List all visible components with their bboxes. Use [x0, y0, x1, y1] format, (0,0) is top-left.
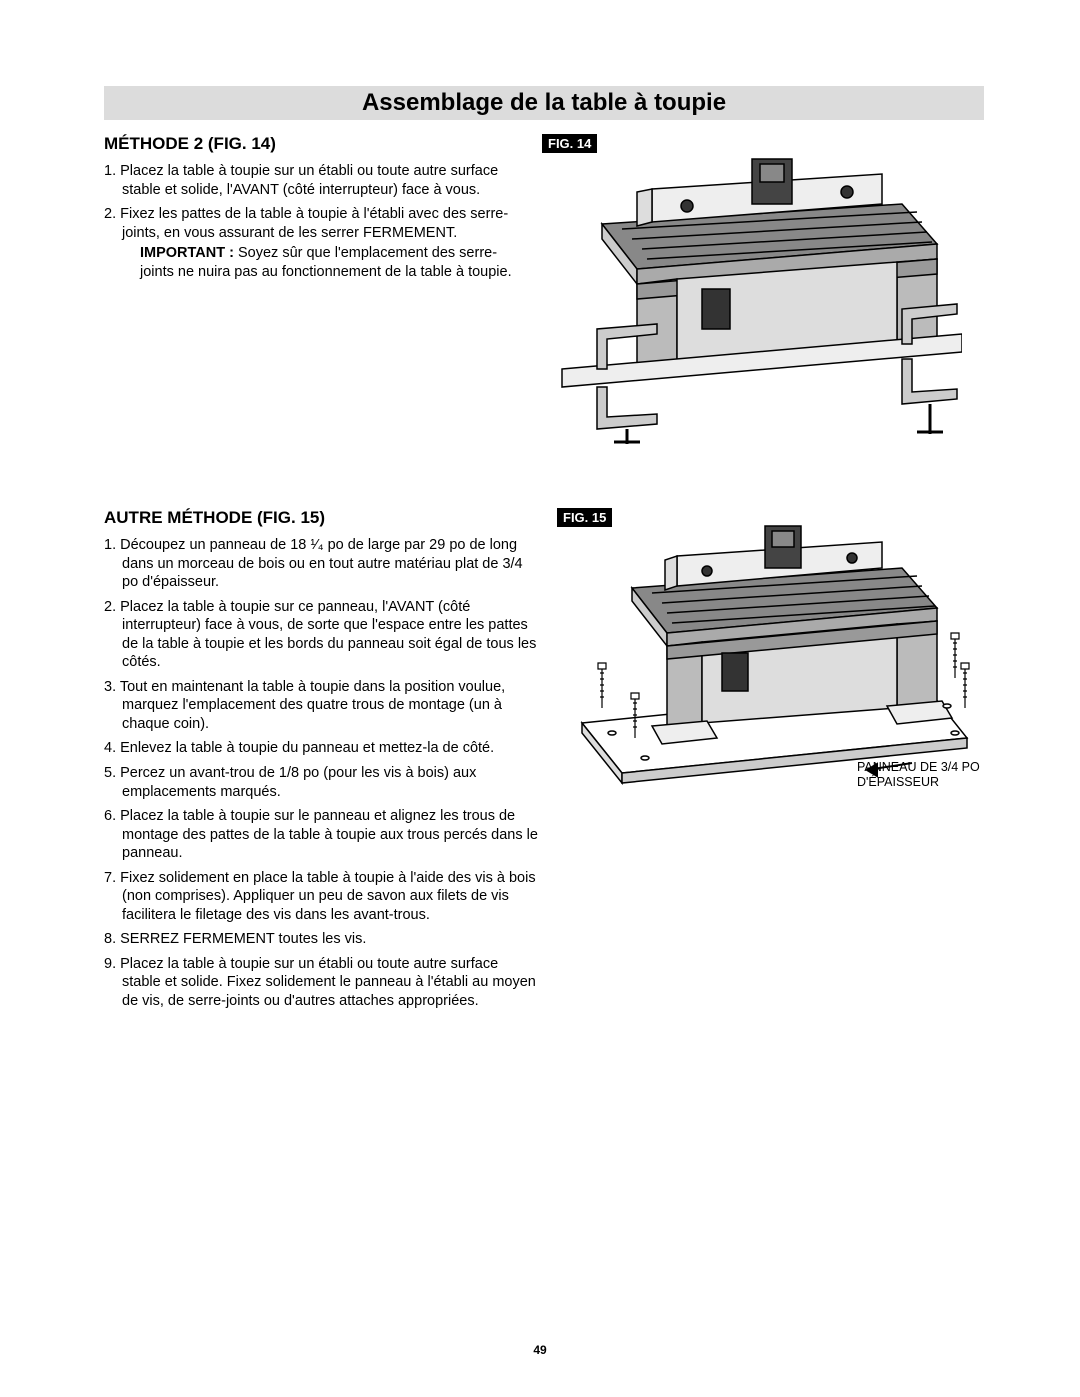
page-title: Assemblage de la table à toupie [362, 89, 726, 117]
manual-page: Assemblage de la table à toupie MÉTHODE … [0, 0, 1080, 1397]
section-1-steps: 1. Placez la table à toupie sur un établ… [104, 162, 524, 281]
page-number: 49 [0, 1343, 1080, 1357]
fig-15-label: FIG. 15 [557, 508, 612, 527]
section-autre-methode: AUTRE MÉTHODE (FIG. 15) 1. Découpez un p… [104, 508, 984, 1017]
section-2-heading: AUTRE MÉTHODE (FIG. 15) [104, 508, 539, 528]
step-item: 8. SERREZ FERMEMENT toutes les vis. [104, 930, 539, 949]
important-note: IMPORTANT : Soyez sûr que l'emplacement … [122, 244, 524, 281]
step-item: 1. Placez la table à toupie sur un établ… [104, 162, 524, 199]
step-item: 7. Fixez solidement en place la table à … [104, 869, 539, 925]
step-item: 5. Percez un avant-trou de 1/8 po (pour … [104, 764, 539, 801]
fig-15-caption: PANNEAU DE 3/4 PO D'ÉPAISSEUR [857, 760, 980, 790]
step-item: 4. Enlevez la table à toupie du panneau … [104, 739, 539, 758]
figure-14-container: FIG. 14 [542, 134, 984, 444]
section-1-heading: MÉTHODE 2 (FIG. 14) [104, 134, 524, 154]
step-item: 1. Découpez un panneau de 18 ¹⁄₄ po de l… [104, 536, 539, 592]
fig-14-label: FIG. 14 [542, 134, 597, 153]
step-item: 9. Placez la table à toupie sur un établ… [104, 955, 539, 1011]
section-2-steps: 1. Découpez un panneau de 18 ¹⁄₄ po de l… [104, 536, 539, 1011]
section-methode-2: MÉTHODE 2 (FIG. 14) 1. Placez la table à… [104, 134, 984, 444]
figure-15-container: FIG. 15 [557, 508, 984, 1017]
step-item: 6. Placez la table à toupie sur le panne… [104, 807, 539, 863]
step-item: 2. Fixez les pattes de la table à toupie… [104, 205, 524, 281]
step-item: 2. Placez la table à toupie sur ce panne… [104, 598, 539, 672]
figure-15-illustration [557, 508, 977, 798]
figure-14-illustration [542, 134, 962, 444]
step-item: 3. Tout en maintenant la table à toupie … [104, 678, 539, 734]
section-2-text: AUTRE MÉTHODE (FIG. 15) 1. Découpez un p… [104, 508, 539, 1017]
title-bar: Assemblage de la table à toupie [104, 86, 984, 120]
section-1-text: MÉTHODE 2 (FIG. 14) 1. Placez la table à… [104, 134, 524, 444]
